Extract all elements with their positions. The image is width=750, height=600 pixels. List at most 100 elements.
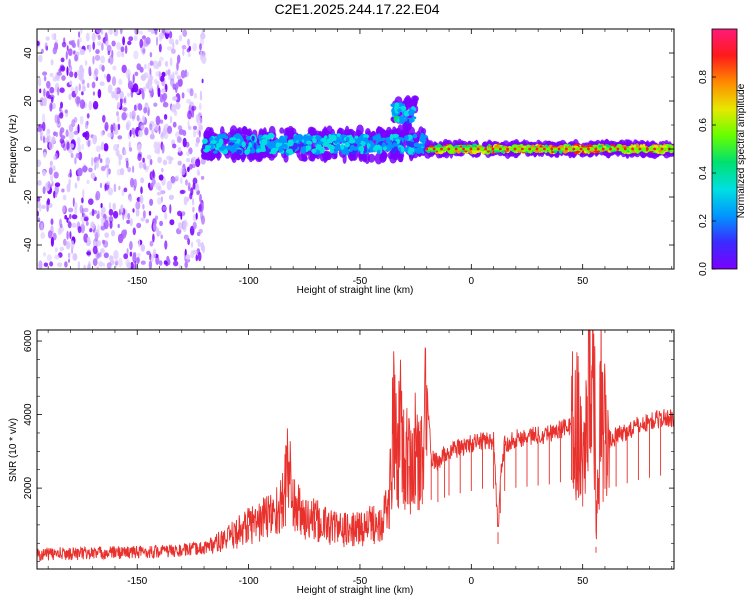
spectrogram-noise-cell [108, 216, 114, 224]
spectrogram-noise-cell [149, 123, 153, 131]
spectrogram-halo-cell [380, 151, 388, 159]
spectrogram-noise-cell [80, 29, 83, 34]
spectrogram-noise-cell [43, 252, 47, 257]
spectrogram-noise-cell [54, 182, 61, 187]
spectrogram-noise-cell [131, 110, 136, 120]
spectrogram-noise-cell [183, 220, 187, 228]
spectrogram-noise-cell [124, 150, 127, 155]
spectrogram-noise-cell [53, 33, 57, 41]
spectrogram-noise-cell [197, 251, 202, 262]
spectrogram-core-cell [404, 116, 408, 122]
spectrogram-noise-cell [138, 161, 144, 169]
spectrogram-noise-cell [129, 177, 135, 188]
spectrogram-noise-cell [156, 197, 162, 205]
colorbar-label: Normalized spectral amplitude [736, 83, 747, 218]
spectrogram-feature [37, 29, 207, 269]
spectrogram-core-cell [306, 140, 313, 145]
spectrogram-core-cell [210, 140, 217, 144]
spectrogram-noise-cell [118, 257, 123, 268]
spectrogram-peak-cell [645, 147, 649, 151]
spectrogram-panel: -150 -100 -50 0 50 -40 -20 0 20 40 Height of str… [8, 28, 675, 296]
spectrogram-noise-cell [80, 216, 83, 222]
spectrogram-core-cell [324, 141, 329, 148]
spectrogram-noise-cell [193, 129, 197, 138]
spectrogram-noise-cell [112, 202, 116, 211]
spectrogram-noise-cell [103, 143, 109, 152]
spectrogram-noise-cell [76, 137, 81, 145]
spectrogram-noise-cell [92, 134, 97, 145]
spectrogram-noise-cell [201, 78, 204, 84]
spectrogram-noise-cell [175, 39, 179, 45]
spectrogram-noise-cell [177, 160, 182, 166]
spectrogram-core-cell [261, 138, 268, 146]
spectrogram-noise-cell [111, 230, 115, 237]
spectrogram-noise-cell [60, 57, 65, 63]
spectrogram-core-cell [408, 117, 414, 124]
spectrogram-noise-cell [159, 119, 164, 124]
spectrogram-noise-cell [106, 168, 109, 179]
spectrogram-noise-cell [124, 45, 128, 54]
spectrogram-noise-cell [113, 250, 119, 260]
spectrogram-noise-cell [101, 29, 104, 35]
spectrogram-core-cell [363, 137, 369, 143]
spectrogram-noise-cell [129, 251, 133, 257]
spectrogram-noise-cell [81, 143, 84, 150]
spectrogram-halo-cell [262, 127, 267, 137]
spectrogram-noise-cell [154, 78, 158, 84]
spectrogram-noise-cell [75, 152, 81, 159]
spectrogram-noise-cell [41, 113, 46, 123]
spectrogram-noise-cell [158, 70, 161, 81]
spectrogram-noise-cell [84, 130, 90, 141]
spectrogram-noise-cell [175, 93, 181, 103]
spectrogram-noise-cell [94, 165, 97, 171]
spectrogram-noise-cell [64, 261, 68, 268]
spectrogram-peak-cell [587, 147, 590, 151]
spectrogram-noise-cell [99, 182, 103, 189]
spectrogram-noise-cell [100, 203, 103, 209]
spectrogram-noise-cell [198, 228, 203, 234]
spectrogram-core-cell [333, 145, 341, 151]
spectrogram-noise-cell [43, 135, 45, 144]
spectrogram-noise-cell [132, 227, 136, 236]
spectrogram-noise-cell [125, 122, 130, 131]
spectrogram-noise-cell [117, 123, 121, 130]
spectrogram-core-cell [317, 145, 321, 150]
spectrogram-noise-cell [78, 37, 83, 43]
spectrogram-noise-cell [132, 74, 135, 84]
spectrogram-noise-cell [116, 115, 120, 123]
spectrogram-core-cell [244, 149, 250, 156]
spectrogram-noise-cell [157, 156, 163, 164]
spectrogram-noise-cell [92, 100, 99, 110]
spectrogram-halo-cell [367, 153, 376, 163]
spectrogram-noise-cell [147, 29, 152, 33]
spectrogram-core-cell [362, 134, 370, 139]
spectrogram-peak-cell [660, 147, 664, 151]
spectrogram-core-cell [350, 144, 355, 151]
spectrogram-noise-cell [104, 183, 107, 192]
spectrogram-noise-cell [100, 55, 105, 64]
spectrogram-noise-cell [88, 44, 92, 53]
spectrogram-noise-cell [104, 121, 109, 132]
spectrogram-noise-cell [76, 175, 80, 182]
spectrogram-noise-cell [158, 43, 162, 53]
spectrogram-noise-cell [145, 218, 150, 224]
spectrogram-noise-cell [159, 220, 164, 227]
spectrogram-peak-cell [557, 147, 561, 151]
spectrogram-noise-cell [50, 218, 54, 225]
spectrogram-noise-cell [49, 261, 54, 267]
spectrogram-core-cell [305, 145, 312, 151]
spectrogram-noise-cell [64, 214, 68, 220]
spectrogram-noise-cell [100, 130, 104, 137]
spectrogram-noise-cell [79, 115, 84, 125]
spectrogram-noise-cell [164, 212, 168, 220]
spectrogram-noise-cell [121, 189, 125, 196]
spectrogram-noise-cell [108, 202, 111, 211]
spectrogram-core-cell [377, 133, 381, 139]
spectrogram-noise-cell [143, 72, 149, 79]
spectrogram-halo-cell [268, 153, 275, 161]
spectrogram-core-cell [288, 148, 294, 156]
spectrogram-peak-cell [498, 147, 502, 151]
spectrogram-noise-cell [122, 36, 125, 46]
spectrogram-core-cell [344, 142, 351, 148]
spectrogram-noise-cell [129, 240, 133, 251]
